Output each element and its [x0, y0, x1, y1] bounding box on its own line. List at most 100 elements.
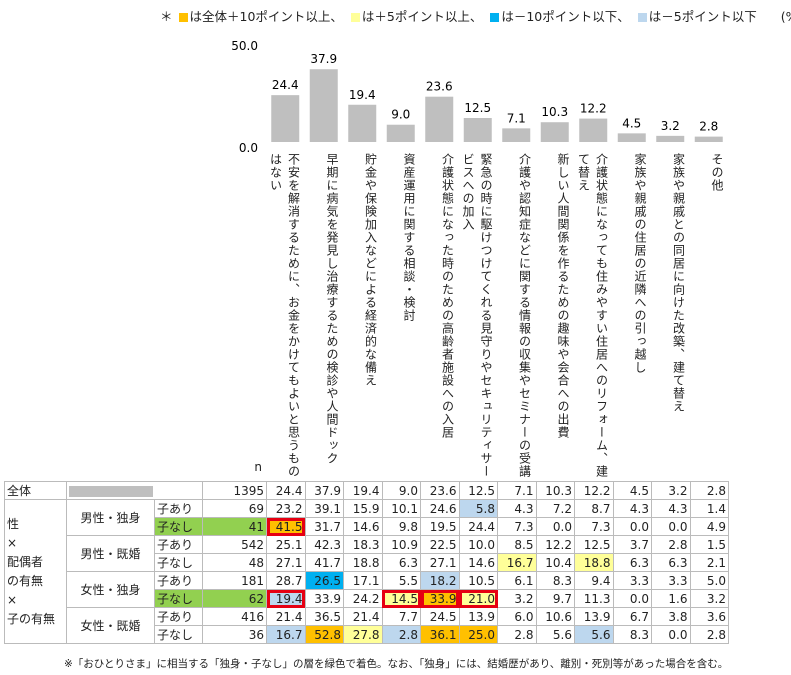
value-cell: 19.4	[343, 481, 383, 500]
value-cell: 18.3	[343, 535, 383, 554]
legend-swatch-lightblue	[637, 13, 647, 22]
value-cell: 6.1	[497, 571, 537, 590]
value-cell: 2.8	[651, 535, 691, 554]
value-cell: 14.5	[381, 589, 421, 608]
value-cell: 10.6	[535, 607, 575, 626]
column-header-4: 資産運用に関する相談・検討	[402, 153, 416, 322]
legend-swatch-blue	[490, 13, 500, 22]
bar-5	[425, 96, 454, 142]
sub-label: 子なし	[154, 625, 203, 644]
column-header-3: 貯金や保険加入などによる経済的な備え	[363, 153, 378, 387]
column-header-6: 緊急の時に駆けつけてくれる見守りやセキュリティサービスへの加入	[461, 153, 493, 478]
value-cell: 28.7	[266, 571, 306, 590]
value-cell: 0.0	[651, 625, 691, 644]
footnote: ※「おひとりさま」に相当する「独身・子なし」の層を緑色で着色。なお、「独身」には…	[64, 658, 729, 670]
value-cell: 21.0	[458, 589, 498, 608]
value-cell: 26.5	[304, 571, 344, 590]
value-cell: 3.2	[497, 589, 537, 608]
table-row: 男性・既婚 子あり 542 25.1 42.3 18.3 10.9 22.5 10.0 8.5 12…	[5, 535, 729, 572]
table-row: 子なし 48 27.1 41.7 18.8 6.3 27.1 14.6 16.7 10.4 18.8…	[5, 553, 729, 572]
value-cell: 14.6	[343, 517, 383, 536]
legend-label-1: は全体＋10ポイント以上、	[189, 9, 343, 24]
value-cell: 6.0	[497, 607, 537, 626]
value-cell: 7.7	[381, 607, 421, 626]
legend: ＊ は全体＋10ポイント以上、 は＋5ポイント以上、 は－10ポイント以下、 は…	[160, 6, 791, 25]
value-cell: 9.0	[381, 481, 421, 500]
bar-11	[656, 135, 685, 142]
value-cell: 8.3	[612, 625, 652, 644]
value-cell: 23.6	[420, 481, 460, 500]
n-cell: 542	[202, 535, 267, 554]
value-cell: 27.1	[420, 553, 460, 572]
value-cell: 7.2	[535, 499, 575, 518]
bar-value-7: 7.1	[507, 111, 526, 125]
column-header-1: 不安を解消するために、お金をかけてもよいと思うものはない	[268, 153, 301, 478]
sub-label: 子あり	[154, 499, 203, 518]
value-cell: 9.7	[535, 589, 575, 608]
total-bar-placeholder	[66, 481, 203, 500]
value-cell: 24.5	[420, 607, 460, 626]
value-cell: 24.4	[458, 517, 498, 536]
n-header: n	[254, 460, 262, 474]
value-cell: 3.2	[651, 481, 691, 500]
value-cell: 2.8	[497, 625, 537, 644]
value-cell: 19.4	[266, 589, 306, 608]
legend-swatch-orange	[178, 13, 188, 22]
table-row: 性 × 配偶者 の有無 × 子の有無 男性・独身 子あり 69 23.2 39.1 15.9 10.1 2…	[4, 499, 729, 644]
row-label-total: 全体	[4, 481, 67, 500]
grey-block	[69, 485, 153, 497]
table-row: 子なし 41 41.5 31.7 14.6 9.8 19.5 24.4 7.3 0.0 7.3 0.0…	[5, 517, 729, 536]
value-cell: 5.6	[574, 625, 614, 644]
value-cell: 4.3	[612, 499, 652, 518]
bar-value-2: 37.9	[310, 52, 337, 66]
value-cell: 0.0	[612, 517, 652, 536]
value-cell: 10.5	[458, 571, 498, 590]
value-cell: 13.9	[574, 607, 614, 626]
bar-4	[386, 124, 415, 142]
column-header-9: 介護状態になっても住みやすい住居へのリフォーム、建て替え	[576, 153, 609, 478]
value-cell: 37.9	[304, 481, 344, 500]
value-cell: 0.0	[612, 589, 652, 608]
value-cell: 19.5	[420, 517, 460, 536]
value-cell: 33.9	[304, 589, 344, 608]
bar-chart: 50.0 0.0 24.4 37.9 19.4 9.0 23.6 12.5 7.1 10.3 12.…	[231, 39, 723, 155]
value-cell: 3.3	[651, 571, 691, 590]
value-cell: 6.3	[381, 553, 421, 572]
value-cell: 3.2	[689, 589, 729, 608]
value-cell: 0.0	[535, 517, 575, 536]
value-cell: 6.3	[612, 553, 652, 572]
bar-6	[463, 118, 492, 142]
value-cell: 41.7	[304, 553, 344, 572]
column-header-7: 介護や認知症などに関する情報の収集やセミナーの受講	[517, 153, 532, 478]
value-cell: 7.3	[574, 517, 614, 536]
value-cell: 24.6	[420, 499, 460, 518]
value-cell: 52.8	[304, 625, 344, 644]
column-header-11: 家族や親戚との同居に向けた改築、建て替え	[671, 153, 686, 413]
bar-2	[309, 69, 338, 142]
bar-12	[694, 136, 723, 142]
value-cell: 9.4	[574, 571, 614, 590]
bar-value-11: 3.2	[661, 119, 680, 133]
value-cell: 10.0	[458, 535, 498, 554]
bar-value-9: 12.2	[580, 102, 607, 116]
value-cell: 8.3	[535, 571, 575, 590]
value-cell: 10.9	[381, 535, 421, 554]
n-cell: 1395	[202, 481, 267, 500]
value-cell: 2.8	[381, 625, 421, 644]
bar-value-1: 24.4	[272, 78, 299, 92]
value-cell: 5.0	[689, 571, 729, 590]
group-label: 女性・独身	[66, 571, 155, 608]
value-cell: 1.4	[689, 499, 729, 518]
value-cell: 4.9	[689, 517, 729, 536]
value-cell: 2.8	[689, 481, 729, 500]
table-row: 子なし 36 16.7 52.8 27.8 2.8 36.1 25.0 2.8 5.6 5.6 8.3…	[5, 625, 729, 644]
bar-value-6: 12.5	[464, 101, 491, 115]
y-tick-min: 0.0	[239, 141, 258, 155]
value-cell: 0.0	[651, 517, 691, 536]
n-cell: 36	[202, 625, 267, 644]
table-row-total: 全体 1395 24.4 37.9 19.4 9.0 23.6 12.5 7.1 10.3 12.2…	[4, 481, 729, 500]
column-header-8: 新しい人間関係を作るための趣味や会合への出費	[556, 153, 570, 439]
table-row: 子なし 62 19.4 33.9 24.2 14.5 33.9 21.0 3.2 9.7 11.3 0…	[5, 589, 729, 608]
value-cell: 12.2	[574, 481, 614, 500]
value-cell: 2.1	[689, 553, 729, 572]
